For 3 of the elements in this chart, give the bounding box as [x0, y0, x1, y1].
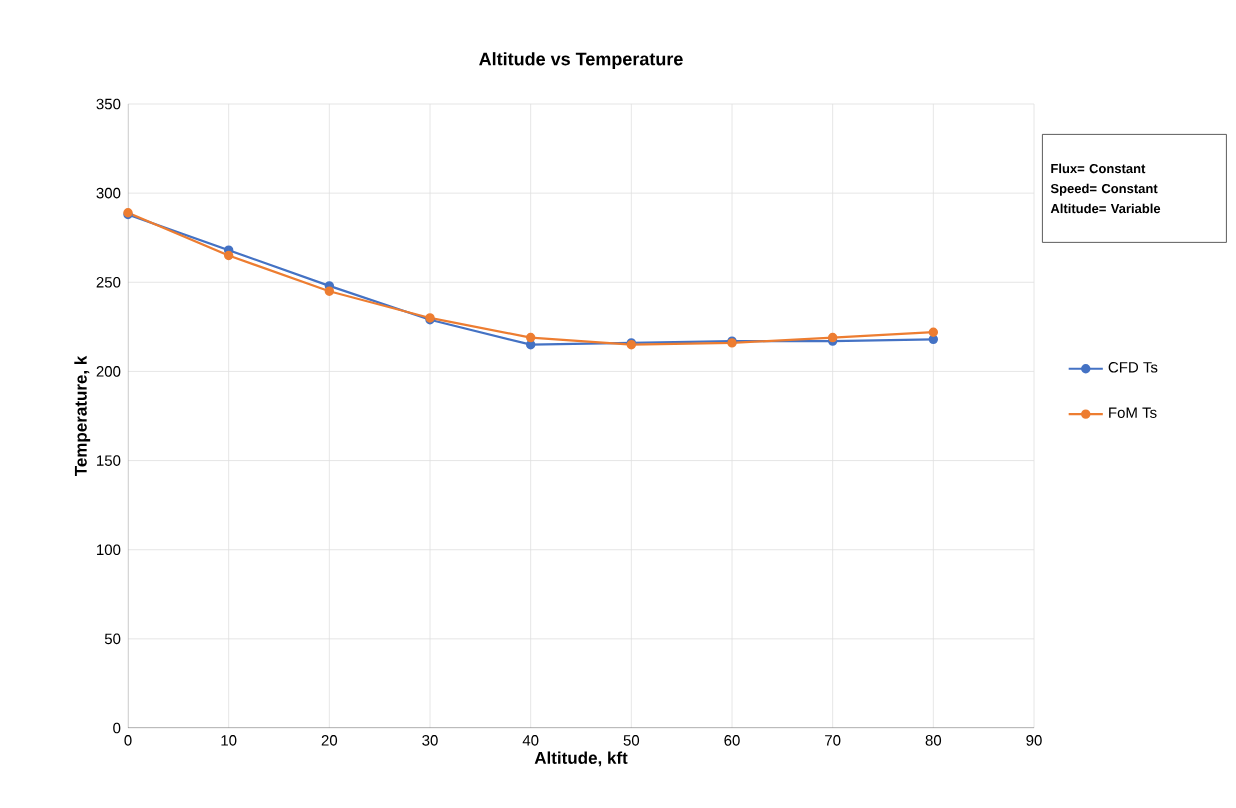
x-axis-title: Altitude, kft — [534, 751, 628, 767]
chart-title: Altitude vs Temperature — [479, 52, 683, 69]
y-axis-title: Temperature, k — [74, 355, 91, 477]
